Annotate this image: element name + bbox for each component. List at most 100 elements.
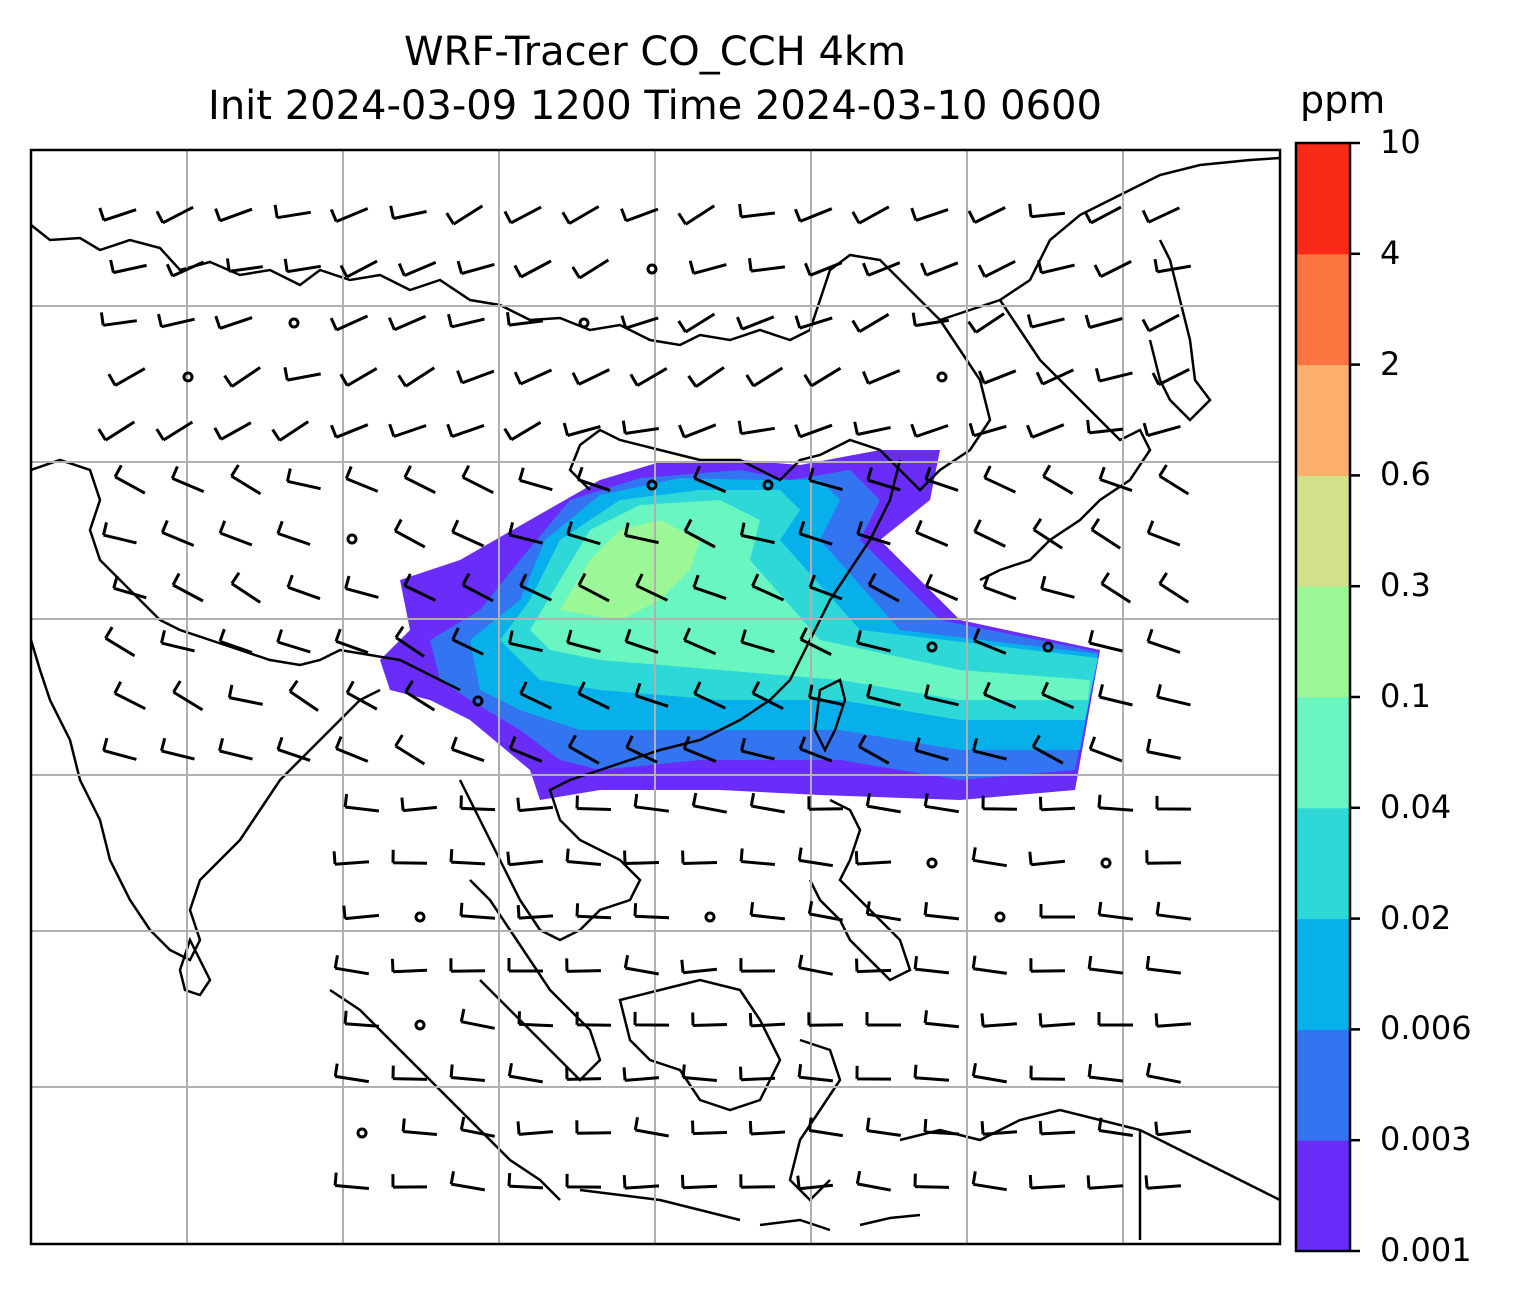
colorbar-segment	[1296, 475, 1350, 587]
colorbar-tick-label: 0.02	[1380, 898, 1452, 937]
wind-barb	[449, 1171, 486, 1192]
wind-barb	[1029, 1065, 1066, 1081]
wind-barb	[680, 1174, 718, 1190]
wind-barb	[913, 1173, 950, 1189]
colorbar-tick-label: 0.6	[1380, 455, 1431, 494]
wind-barb	[97, 420, 136, 442]
wind-barb	[403, 573, 436, 602]
wind-barb	[170, 465, 205, 493]
wind-barb	[391, 1065, 428, 1081]
wind-barb	[113, 464, 146, 495]
wind-barb	[450, 736, 485, 763]
wind-barb	[1093, 260, 1132, 278]
wind-barb	[692, 574, 727, 601]
colorbar-segment	[1296, 807, 1350, 920]
wind-barb	[456, 369, 495, 385]
colorbar-tick-label: 0.3	[1380, 566, 1431, 605]
wind-barb	[225, 258, 264, 273]
wind-barb	[968, 422, 1007, 438]
wind-barb	[739, 1174, 776, 1189]
colorbar-tick-label: 10	[1380, 123, 1421, 161]
colorbar-segment	[1296, 697, 1350, 809]
colorbar-tick-label: 0.04	[1380, 787, 1452, 826]
wind-barb	[1086, 419, 1124, 435]
wind-barb	[923, 1118, 960, 1136]
wind-barb	[1088, 629, 1123, 653]
wind-barb	[749, 902, 786, 921]
wind-barb	[571, 368, 610, 386]
wind-barb	[1026, 423, 1065, 439]
wind-barb	[503, 421, 542, 441]
wind-barb	[681, 850, 718, 865]
wind-barb	[633, 1116, 669, 1138]
wind-barb	[691, 792, 727, 814]
wind-barb	[980, 1121, 1018, 1136]
wind-barb	[1154, 1013, 1192, 1028]
wind-barb	[633, 793, 670, 813]
wind-barb	[333, 1172, 370, 1190]
wind-barb	[577, 681, 610, 710]
wind-barb	[1146, 628, 1181, 654]
wind-barb	[446, 423, 485, 439]
wind-barb	[972, 737, 1007, 761]
wind-barb	[342, 905, 380, 921]
wind-barb	[1035, 368, 1075, 386]
wind-barb	[856, 630, 891, 653]
wind-barb	[507, 1063, 543, 1084]
wind-barb	[1028, 203, 1066, 219]
wind-barb	[693, 465, 727, 494]
calm-wind-circle	[414, 911, 426, 923]
wind-barb	[1151, 368, 1190, 386]
wind-barb	[516, 905, 554, 920]
wind-barb	[1098, 466, 1133, 493]
wind-barb	[625, 735, 658, 764]
colorbar-segment	[1296, 253, 1350, 366]
wind-barb	[397, 261, 437, 277]
wind-barb	[1142, 422, 1181, 438]
wind-barb	[566, 521, 601, 546]
wind-barb	[913, 1064, 950, 1082]
wind-barb	[218, 737, 253, 761]
wind-barb	[1029, 958, 1066, 973]
wind-barb	[1155, 901, 1192, 921]
wind-barb	[571, 258, 610, 280]
wind-barb	[1097, 1012, 1133, 1027]
wind-barb	[339, 367, 378, 387]
wind-barb	[1040, 575, 1075, 599]
wind-barb	[748, 1012, 786, 1028]
wind-barb	[459, 1008, 495, 1030]
wind-barb	[738, 203, 776, 219]
wind-barb	[508, 736, 543, 763]
wind-barb	[1156, 684, 1191, 707]
wind-barb	[1038, 1013, 1076, 1028]
wind-barb	[1097, 901, 1134, 921]
wind-barb	[172, 680, 204, 712]
colorbar-segment	[1296, 364, 1350, 476]
calm-wind-circle	[288, 317, 300, 329]
wind-barb	[865, 901, 902, 922]
calm-wind-circle	[704, 911, 716, 923]
wind-barb	[391, 1174, 428, 1189]
wind-barb	[344, 575, 379, 599]
wind-barb	[214, 315, 253, 330]
wind-barb	[230, 571, 262, 604]
wind-barb	[575, 903, 612, 920]
wind-barb	[620, 315, 659, 330]
wind-barb	[910, 423, 949, 438]
wind-barb	[333, 955, 370, 976]
wind-barb	[343, 793, 380, 813]
calm-wind-circle	[926, 641, 938, 653]
wind-barb	[517, 1011, 554, 1028]
wind-barb	[456, 260, 495, 276]
wind-barb	[745, 366, 784, 388]
wind-barb	[621, 420, 660, 435]
wind-barb	[223, 366, 261, 388]
wind-barb	[1145, 738, 1181, 760]
wind-barb	[807, 1117, 844, 1138]
wind-barb	[1141, 313, 1180, 333]
wind-barb	[978, 369, 1017, 385]
calm-wind-circle	[578, 317, 590, 329]
wind-barb	[565, 1173, 602, 1189]
wind-barb	[447, 313, 485, 329]
wind-barb	[218, 520, 253, 547]
